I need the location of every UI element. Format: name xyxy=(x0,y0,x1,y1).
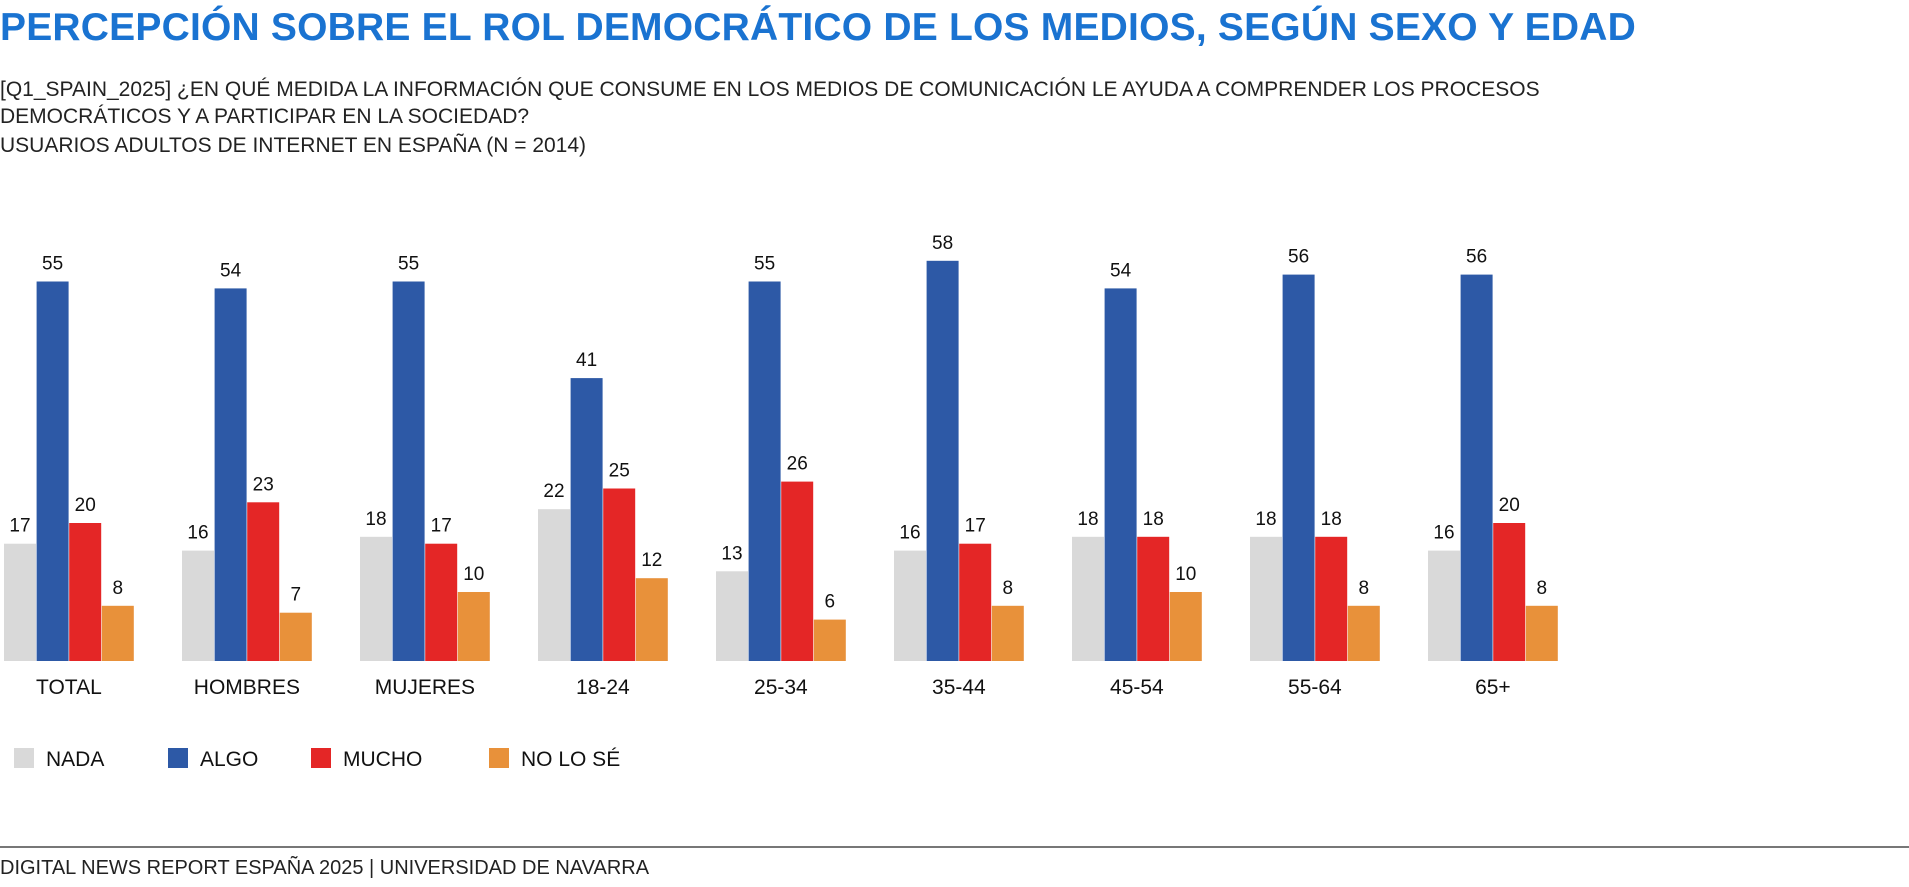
bar-algo-3 xyxy=(570,378,603,661)
bar-no-lo-sé-8 xyxy=(1525,605,1558,661)
data-label: 16 xyxy=(899,523,920,544)
bar-mucho-1 xyxy=(247,502,280,661)
bar-algo-5 xyxy=(926,260,959,661)
bar-mucho-3 xyxy=(603,488,636,661)
bar-nada-6 xyxy=(1072,536,1104,661)
data-label: 7 xyxy=(291,585,302,606)
legend-label: MUCHO xyxy=(343,748,422,771)
category-label: MUJERES xyxy=(375,676,475,699)
legend-swatch-mucho xyxy=(311,748,331,768)
category-label: 35-44 xyxy=(932,676,986,699)
data-label: 22 xyxy=(543,481,564,502)
data-label: 56 xyxy=(1466,247,1487,268)
bar-nada-8 xyxy=(1428,550,1460,661)
data-label: 18 xyxy=(1321,509,1342,530)
bar-algo-8 xyxy=(1460,274,1493,661)
category-label: TOTAL xyxy=(36,676,102,699)
bar-nada-1 xyxy=(182,550,214,661)
bar-mucho-6 xyxy=(1137,536,1170,661)
bar-no-lo-sé-3 xyxy=(635,578,668,661)
data-label: 10 xyxy=(1175,564,1196,585)
data-label: 8 xyxy=(1003,578,1014,599)
sample-base: USUARIOS ADULTOS DE INTERNET EN ESPAÑA (… xyxy=(0,134,587,157)
bar-algo-4 xyxy=(748,281,781,661)
bar-nada-7 xyxy=(1250,536,1282,661)
bar-no-lo-sé-4 xyxy=(813,619,846,661)
legend-label: NO LO SÉ xyxy=(521,748,620,771)
category-label: HOMBRES xyxy=(194,676,300,699)
data-label: 20 xyxy=(1499,495,1520,516)
bar-algo-7 xyxy=(1282,274,1315,661)
bar-nada-0 xyxy=(4,543,36,661)
bar-no-lo-sé-5 xyxy=(991,605,1024,661)
data-label: 16 xyxy=(1433,523,1454,544)
footer-source: DIGITAL NEWS REPORT ESPAÑA 2025 | UNIVER… xyxy=(0,857,650,879)
data-label: 26 xyxy=(787,454,808,475)
data-label: 55 xyxy=(398,254,419,275)
bar-no-lo-sé-6 xyxy=(1169,592,1202,661)
data-label: 18 xyxy=(1077,509,1098,530)
data-label: 55 xyxy=(42,254,63,275)
legend-swatch-no-lo-sé xyxy=(489,748,509,768)
category-label: 55-64 xyxy=(1288,676,1342,699)
bar-algo-2 xyxy=(392,281,425,661)
data-label: 55 xyxy=(754,254,775,275)
bar-algo-0 xyxy=(36,281,69,661)
data-label: 17 xyxy=(431,516,452,537)
bar-mucho-5 xyxy=(959,543,992,661)
legend-label: NADA xyxy=(46,748,104,771)
data-label: 23 xyxy=(253,474,274,495)
survey-question: [Q1_SPAIN_2025] ¿EN QUÉ MEDIDA LA INFORM… xyxy=(0,78,1540,128)
category-label: 25-34 xyxy=(754,676,808,699)
legend-swatch-nada xyxy=(14,748,34,768)
bar-mucho-2 xyxy=(425,543,458,661)
data-label: 18 xyxy=(1255,509,1276,530)
legend-label: ALGO xyxy=(200,748,258,771)
bar-algo-6 xyxy=(1104,288,1137,661)
bar-no-lo-sé-2 xyxy=(457,592,490,661)
bar-no-lo-sé-0 xyxy=(101,605,134,661)
bar-no-lo-sé-7 xyxy=(1347,605,1380,661)
chart-title: PERCEPCIÓN SOBRE EL ROL DEMOCRÁTICO DE L… xyxy=(0,6,1636,49)
bar-mucho-7 xyxy=(1315,536,1348,661)
data-label: 8 xyxy=(1537,578,1548,599)
data-label: 20 xyxy=(75,495,96,516)
footer-divider xyxy=(0,846,1909,848)
data-label: 54 xyxy=(220,260,242,281)
bar-nada-2 xyxy=(360,536,392,661)
bar-mucho-4 xyxy=(781,481,814,661)
data-label: 54 xyxy=(1110,260,1132,281)
data-label: 18 xyxy=(365,509,386,530)
data-label: 41 xyxy=(576,350,597,371)
category-label: 65+ xyxy=(1475,676,1511,699)
data-label: 13 xyxy=(721,543,742,564)
category-label: 18-24 xyxy=(576,676,630,699)
bar-chart: 17 55 20 8 TOTAL 16 54 23 7 HOMBRES 18 55 17 10 MUJERE… xyxy=(4,233,1558,771)
data-label: 17 xyxy=(9,516,30,537)
data-label: 12 xyxy=(641,550,662,571)
data-label: 17 xyxy=(965,516,986,537)
bar-algo-1 xyxy=(214,288,247,661)
bar-no-lo-sé-1 xyxy=(279,612,312,661)
legend-swatch-algo xyxy=(168,748,188,768)
data-label: 25 xyxy=(609,461,630,482)
bar-nada-5 xyxy=(894,550,926,661)
bar-mucho-0 xyxy=(69,523,102,661)
bar-nada-4 xyxy=(716,571,748,661)
data-label: 58 xyxy=(932,233,953,254)
data-label: 18 xyxy=(1143,509,1164,530)
data-label: 16 xyxy=(187,523,208,544)
data-label: 6 xyxy=(825,592,836,613)
bar-nada-3 xyxy=(538,509,570,661)
data-label: 8 xyxy=(1359,578,1370,599)
data-label: 8 xyxy=(113,578,124,599)
data-label: 56 xyxy=(1288,247,1309,268)
data-label: 10 xyxy=(463,564,484,585)
bar-mucho-8 xyxy=(1493,523,1526,661)
category-label: 45-54 xyxy=(1110,676,1164,699)
